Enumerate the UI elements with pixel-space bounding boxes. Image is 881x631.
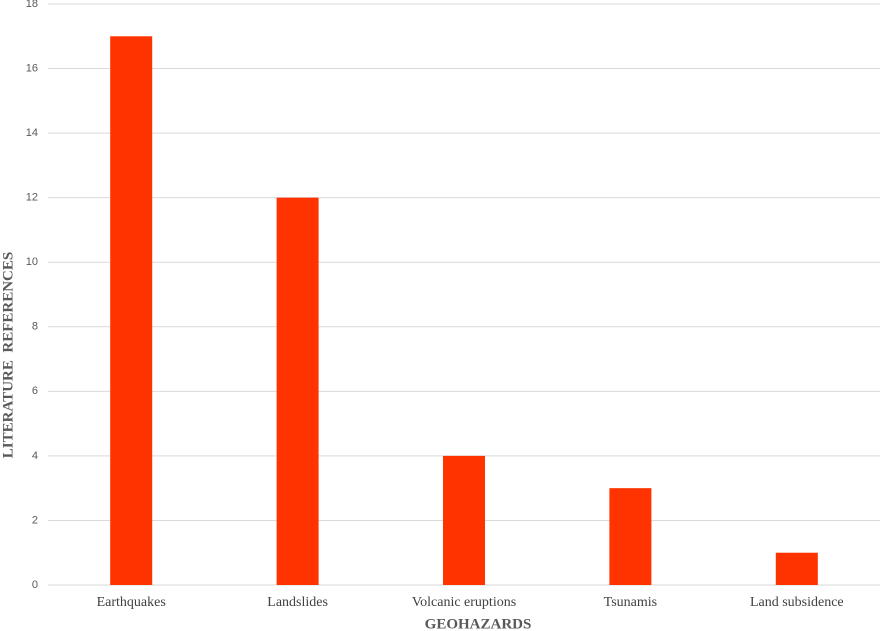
- bar: [443, 455, 485, 585]
- x-tick-label: Land subsidence: [750, 595, 844, 610]
- x-tick-label: Tsunamis: [604, 595, 657, 610]
- x-tick-label: Earthquakes: [97, 595, 166, 610]
- x-axis-label: GEOHAZARDS: [425, 616, 532, 631]
- y-tick-label: 2: [32, 514, 38, 526]
- y-tick-label: 4: [32, 450, 38, 462]
- bar: [110, 36, 153, 586]
- y-tick-label: 8: [32, 321, 38, 333]
- y-tick-label: 10: [26, 256, 38, 268]
- y-tick-label: 14: [26, 127, 38, 139]
- x-tick-label: Volcanic eruptions: [412, 595, 516, 610]
- bar: [276, 197, 319, 585]
- x-tick-label: Landslides: [267, 595, 328, 610]
- y-tick-label: 18: [26, 0, 38, 10]
- y-tick-label: 12: [26, 192, 38, 204]
- y-tick-label: 6: [32, 385, 38, 397]
- bar: [609, 488, 652, 585]
- y-axis-label: LITERATURE REFERENCES: [0, 252, 16, 458]
- y-tick-label: 16: [26, 62, 38, 74]
- y-tick-label: 0: [32, 579, 38, 591]
- bar: [775, 552, 818, 585]
